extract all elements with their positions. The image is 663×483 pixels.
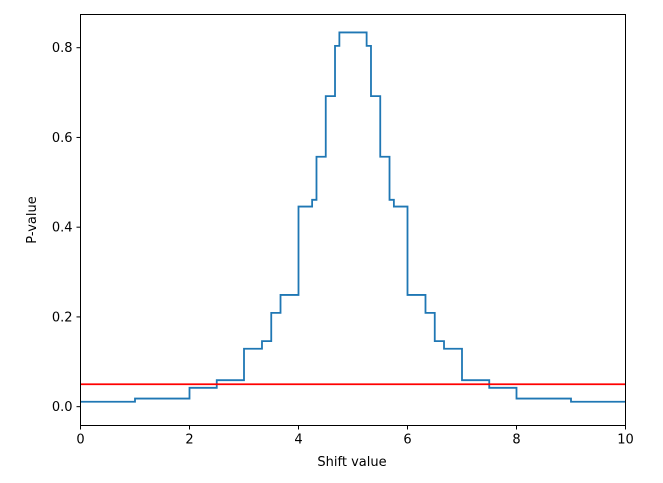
x-tick-label: 8 [512, 433, 520, 448]
y-axis-label: P-value [25, 196, 40, 243]
y-tick-label: 0.0 [52, 400, 73, 415]
x-axis-label: Shift value [317, 455, 386, 470]
x-tick-label: 6 [403, 433, 411, 448]
axes-frame [80, 14, 626, 426]
y-tick-label: 0.6 [52, 131, 73, 146]
x-tick-label: 2 [185, 433, 193, 448]
x-tick-label: 4 [294, 433, 302, 448]
y-tick-label: 0.2 [52, 310, 73, 325]
y-tick-label: 0.8 [52, 41, 73, 56]
series-line-0 [80, 31, 626, 403]
x-tick-label: 0 [76, 433, 84, 448]
y-tick-label: 0.4 [52, 221, 73, 236]
x-tick-label: 10 [617, 433, 634, 448]
